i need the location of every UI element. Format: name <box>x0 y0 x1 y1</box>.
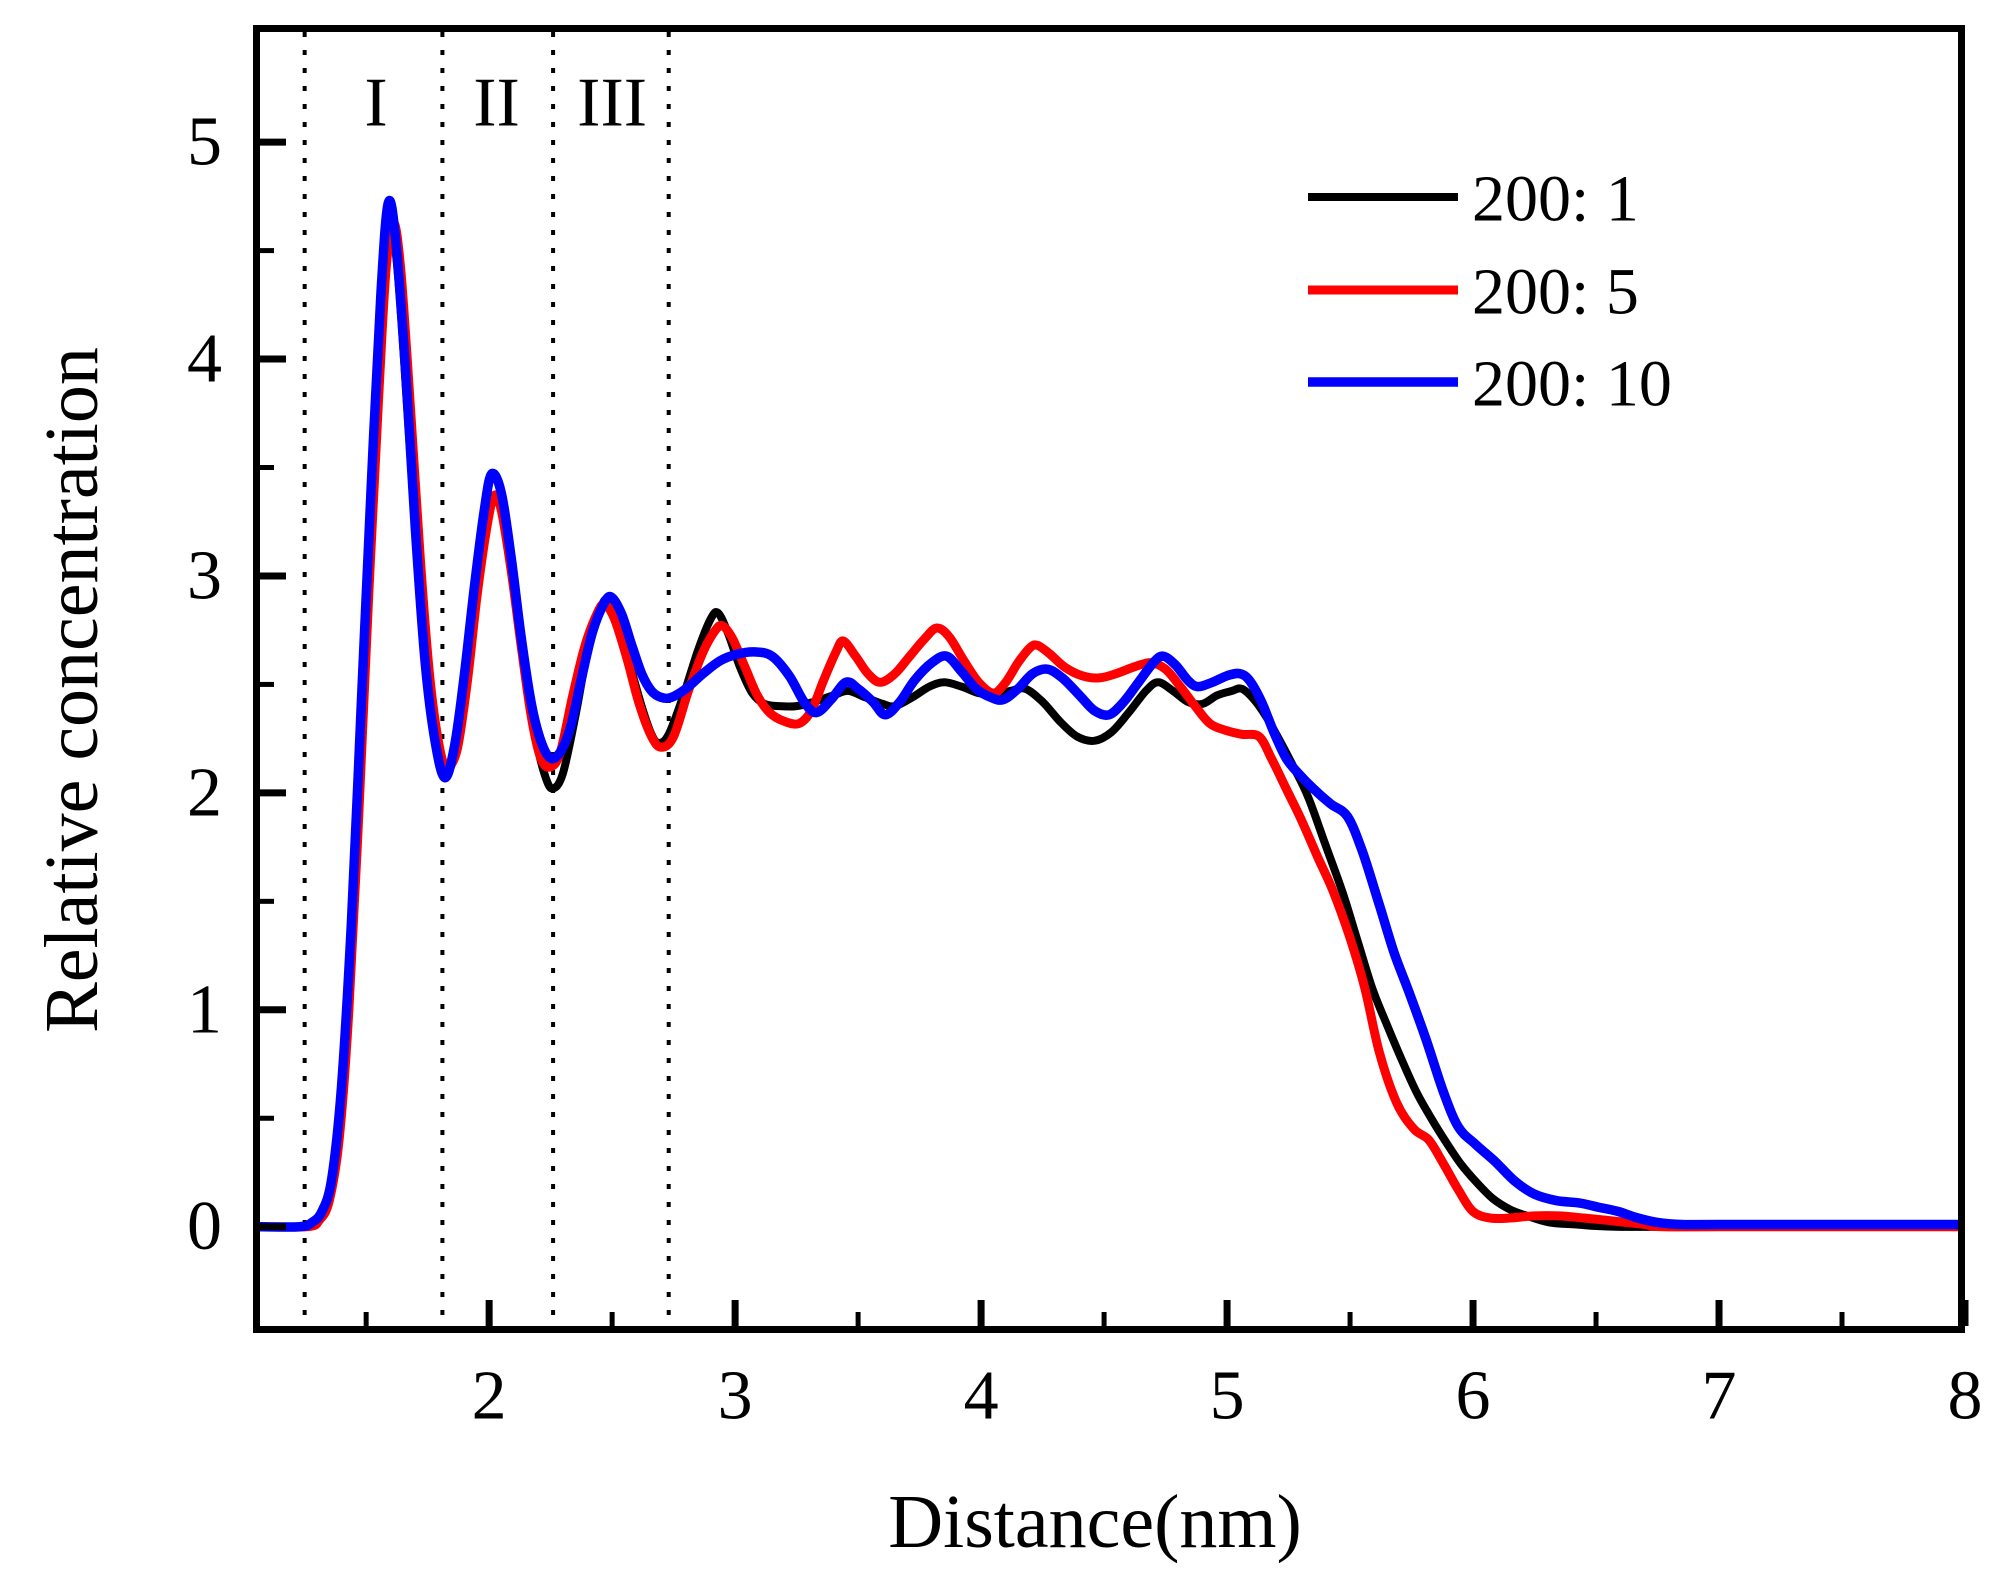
region-label: I <box>364 65 387 142</box>
legend-item-label: 200: 1 <box>1472 163 1639 236</box>
region-labels: I II III <box>364 65 647 142</box>
x-tick-label: 6 <box>1456 1358 1491 1435</box>
x-tick-label: 8 <box>1948 1358 1983 1435</box>
legend-item-label: 200: 5 <box>1472 256 1639 329</box>
region-label: III <box>577 65 647 142</box>
y-axis-title: Relative concentration <box>30 347 114 1033</box>
x-tick-label: 4 <box>964 1358 999 1435</box>
series-curve-2 <box>260 217 1958 1232</box>
series-curve-3 <box>260 195 1958 1232</box>
x-tick-label: 5 <box>1210 1358 1245 1435</box>
axis-ticks <box>260 138 1969 1326</box>
plot-border <box>253 25 1965 1333</box>
x-tick-label: 3 <box>718 1358 753 1435</box>
legend: 200: 1 200: 5 200: 10 <box>1308 163 1672 421</box>
x-tick-label: 7 <box>1702 1358 1737 1435</box>
series-curve-1 <box>260 224 1958 1232</box>
y-tick-label: 0 <box>187 1188 222 1265</box>
axis-tick-labels: 2 3 4 5 6 7 8 0 1 2 3 4 5 <box>187 104 1983 1435</box>
y-tick-label: 4 <box>187 321 222 398</box>
y-tick-label: 3 <box>187 537 222 614</box>
plot-frame <box>253 25 1965 1333</box>
region-label: II <box>473 65 520 142</box>
y-tick-label: 1 <box>187 971 222 1048</box>
x-tick-label: 2 <box>472 1358 507 1435</box>
x-axis-title: Distance(nm) <box>888 1480 1302 1564</box>
data-curves <box>260 195 1958 1232</box>
legend-item-label: 200: 10 <box>1472 348 1672 421</box>
y-tick-label: 5 <box>187 104 222 181</box>
y-tick-label: 2 <box>187 754 222 831</box>
